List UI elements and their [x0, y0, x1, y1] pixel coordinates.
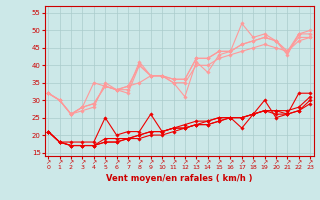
X-axis label: Vent moyen/en rafales ( km/h ): Vent moyen/en rafales ( km/h ) — [106, 174, 252, 183]
